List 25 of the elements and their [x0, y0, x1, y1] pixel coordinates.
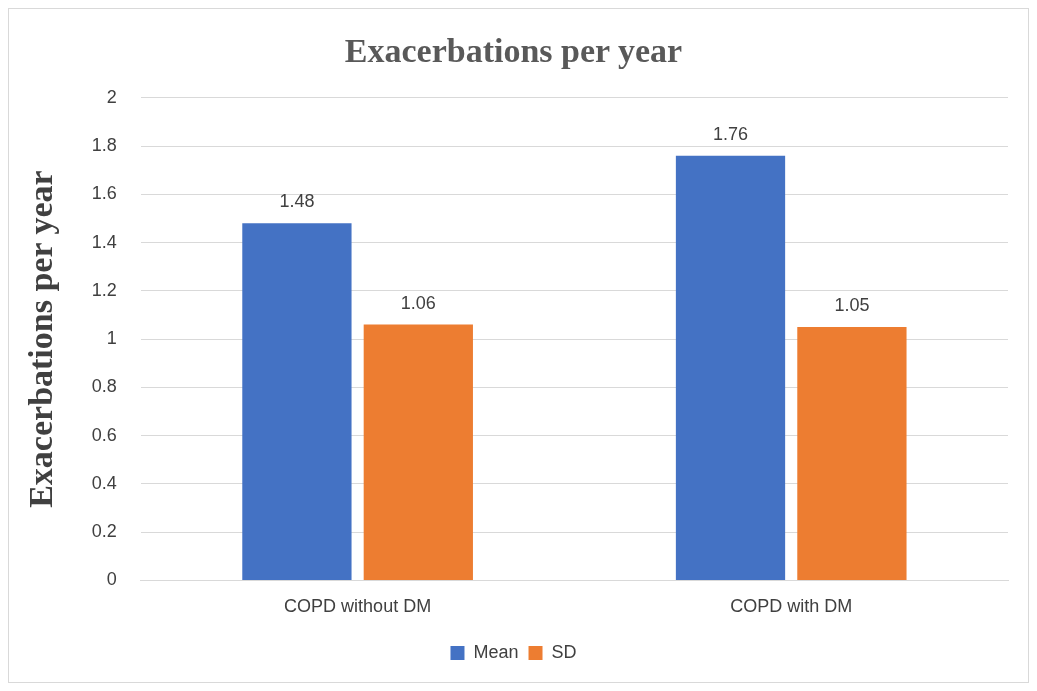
- chart-title: Exacerbations per year: [344, 32, 683, 70]
- y-tick-label: 0.4: [91, 472, 117, 493]
- y-tick-label: 1.2: [91, 279, 117, 300]
- y-tick-label: 0: [106, 569, 117, 590]
- y-tick-label: 0.6: [91, 424, 117, 445]
- y-tick-label: 1: [106, 328, 117, 349]
- data-label: 1.48: [279, 191, 315, 212]
- legend-label: SD: [551, 641, 577, 662]
- bar: [363, 324, 473, 580]
- legend-label: Mean: [473, 641, 519, 662]
- y-tick-label: 1.4: [91, 231, 117, 252]
- bar: [242, 223, 352, 580]
- y-tick-label: 0.2: [91, 521, 117, 542]
- x-tick-label: COPD without DM: [284, 596, 432, 617]
- y-axis-title: Exacerbations per year: [22, 170, 60, 508]
- y-tick-label: 1.8: [91, 135, 117, 156]
- x-tick-label: COPD with DM: [730, 596, 853, 617]
- bar: [675, 155, 786, 580]
- y-tick-label: 2: [106, 86, 117, 107]
- y-tick-label: 0.8: [91, 376, 117, 397]
- bar: [797, 327, 907, 580]
- data-label: 1.06: [400, 292, 436, 313]
- y-tick-label: 1.6: [91, 183, 117, 204]
- data-label: 1.05: [834, 295, 870, 315]
- data-label: 1.76: [712, 123, 749, 144]
